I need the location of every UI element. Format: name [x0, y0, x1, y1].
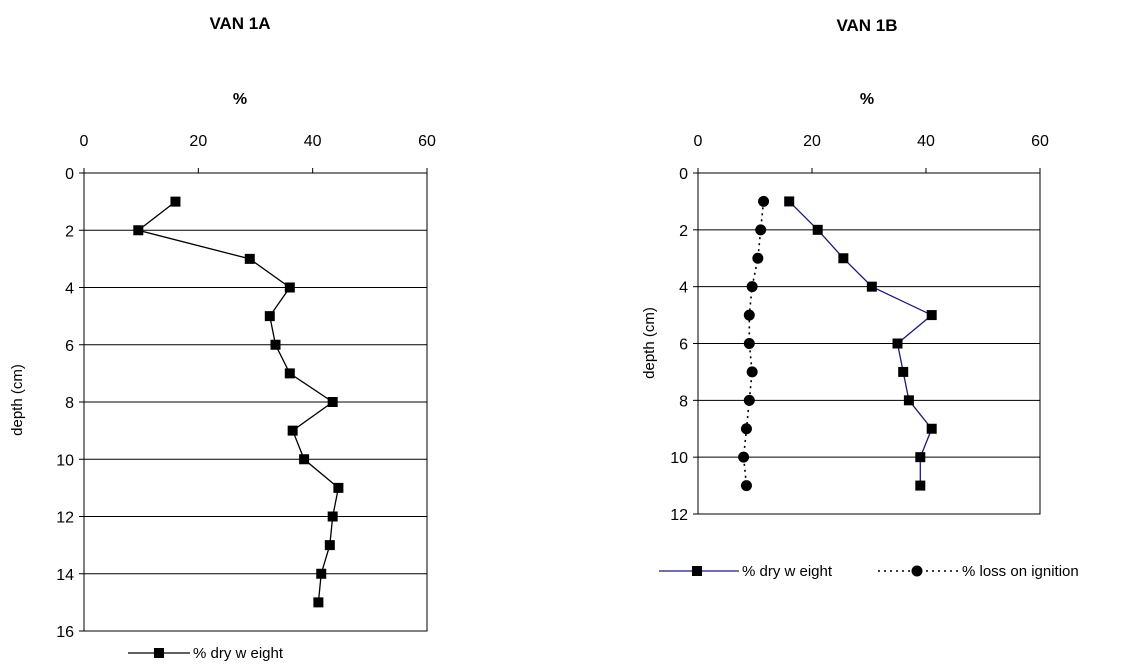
chart-1-legend: % dry w eight — [128, 645, 284, 662]
chart-1-y-tick-label-4: 8 — [65, 395, 74, 412]
chart-1-x-tick-label-1: 20 — [189, 133, 207, 150]
chart-2-y-tick-label-0: 0 — [679, 166, 688, 183]
chart-1-x-tick-label-2: 40 — [304, 133, 322, 150]
chart-1-series-0-point-2 — [244, 253, 255, 264]
chart-1-series-0-point-7 — [327, 397, 338, 407]
chart-1-gridlines — [84, 172, 427, 632]
chart-2-series-0-point-6 — [898, 366, 909, 377]
chart-2-y-tick-label-2: 4 — [679, 280, 688, 297]
chart-1-series-0-point-9 — [299, 454, 310, 465]
chart-1-series — [133, 196, 344, 608]
chart-1-y-tick-label-5: 10 — [56, 452, 74, 469]
chart-1-y-tick-label-0: 0 — [65, 166, 74, 183]
chart-2-series-1-point-6 — [746, 366, 758, 378]
chart-van-1a: VAN 1A % depth (cm) 0 20 40 60 0 2 4 6 8 10 12 14 1… — [9, 14, 436, 662]
chart-1-x-axis-title: % — [233, 91, 247, 108]
chart-1-x-ticks: 0 20 40 60 — [80, 133, 436, 173]
chart-2-series-1-point-7 — [743, 394, 755, 406]
chart-1-series-0-point-10 — [333, 482, 344, 493]
chart-1-legend-square-marker — [154, 648, 164, 658]
chart-1-legend-label: % dry w eight — [193, 645, 284, 662]
chart-1-y-ticks: 0 2 4 6 8 10 12 14 16 — [56, 166, 84, 641]
chart-1-y-axis-title: depth (cm) — [9, 364, 26, 436]
chart-2-y-tick-label-3: 6 — [679, 337, 688, 354]
chart-2-series-0-point-8 — [926, 423, 937, 434]
chart-2-series-1-point-0 — [758, 195, 770, 207]
chart-2-x-tick-label-1: 20 — [803, 133, 821, 150]
chart-1-series-0-point-12 — [324, 540, 335, 551]
chart-2-series-0-point-2 — [838, 253, 849, 264]
chart-1-series-0-point-13 — [316, 568, 327, 579]
chart-2-title: VAN 1B — [836, 16, 897, 35]
chart-2-x-ticks: 0 20 40 60 — [694, 133, 1049, 173]
chart-2-series-1-point-5 — [743, 338, 755, 349]
chart-1-title: VAN 1A — [209, 14, 270, 33]
chart-2-series-1-point-4 — [743, 309, 755, 321]
chart-1-series-0-point-11 — [327, 511, 338, 522]
chart-1-y-tick-label-8: 16 — [56, 624, 74, 641]
chart-2-legend-loi-label: % loss on ignition — [962, 563, 1079, 580]
chart-2-series-0-point-4 — [926, 310, 937, 321]
chart-2-legend-square-marker — [692, 566, 702, 576]
chart-2-y-tick-label-5: 10 — [670, 450, 688, 467]
chart-2-series — [738, 195, 937, 492]
chart-2-series-0-point-1 — [812, 224, 823, 235]
chart-van-1b: VAN 1B % depth (cm) 0 20 40 60 0 2 4 6 8 10 12 % … — [641, 16, 1079, 580]
chart-1-series-0-point-5 — [270, 339, 281, 350]
chart-2-y-ticks: 0 2 4 6 8 10 12 — [670, 166, 698, 524]
chart-2-series-1-point-3 — [746, 281, 758, 293]
chart-2-series-1-point-8 — [740, 423, 752, 435]
chart-1-series-0-point-14 — [313, 597, 324, 608]
chart-2-series-0-point-10 — [915, 480, 926, 491]
chart-2-legend-dry-weight-label: % dry w eight — [742, 563, 833, 580]
chart-1-y-tick-label-2: 4 — [65, 281, 74, 298]
chart-1-series-0-point-8 — [287, 425, 298, 436]
chart-2-y-tick-label-6: 12 — [670, 507, 688, 524]
chart-1-x-tick-label-3: 60 — [418, 133, 436, 150]
chart-1-y-tick-label-6: 12 — [56, 510, 74, 527]
chart-1-y-tick-label-3: 6 — [65, 338, 74, 355]
chart-2-series-0-point-9 — [915, 452, 926, 463]
chart-2-series-0-point-5 — [892, 338, 903, 349]
chart-2-legend-circle-marker — [911, 565, 923, 577]
chart-1-series-0-point-1 — [133, 225, 144, 236]
chart-2-y-tick-label-4: 8 — [679, 393, 688, 410]
chart-2-x-tick-label-3: 60 — [1031, 133, 1049, 150]
chart-1-y-tick-label-1: 2 — [65, 223, 74, 240]
chart-2-legend: % dry w eight % loss on ignition — [659, 563, 1079, 580]
chart-2-x-tick-label-2: 40 — [917, 133, 935, 150]
chart-2-series-1-point-1 — [755, 224, 767, 236]
chart-2-series-1-point-10 — [740, 480, 752, 492]
chart-1-x-tick-label-0: 0 — [80, 133, 89, 150]
chart-1-series-0-point-3 — [284, 282, 295, 293]
chart-2-series-0-point-7 — [903, 395, 914, 406]
chart-1-series-0-point-6 — [284, 368, 295, 379]
chart-2-series-0-point-3 — [866, 281, 877, 292]
chart-2-series-1-point-2 — [752, 252, 764, 264]
chart-1-series-0-point-0 — [170, 196, 181, 207]
chart-2-series-0-point-0 — [784, 196, 795, 207]
chart-2-y-tick-label-1: 2 — [679, 223, 688, 240]
chart-2-x-tick-label-0: 0 — [694, 133, 703, 150]
chart-2-y-axis-title: depth (cm) — [641, 307, 658, 379]
chart-2-series-1-point-9 — [738, 451, 750, 463]
chart-1-series-0-point-4 — [264, 311, 275, 322]
chart-2-x-axis-title: % — [860, 91, 874, 108]
chart-1-y-tick-label-7: 14 — [56, 567, 74, 584]
